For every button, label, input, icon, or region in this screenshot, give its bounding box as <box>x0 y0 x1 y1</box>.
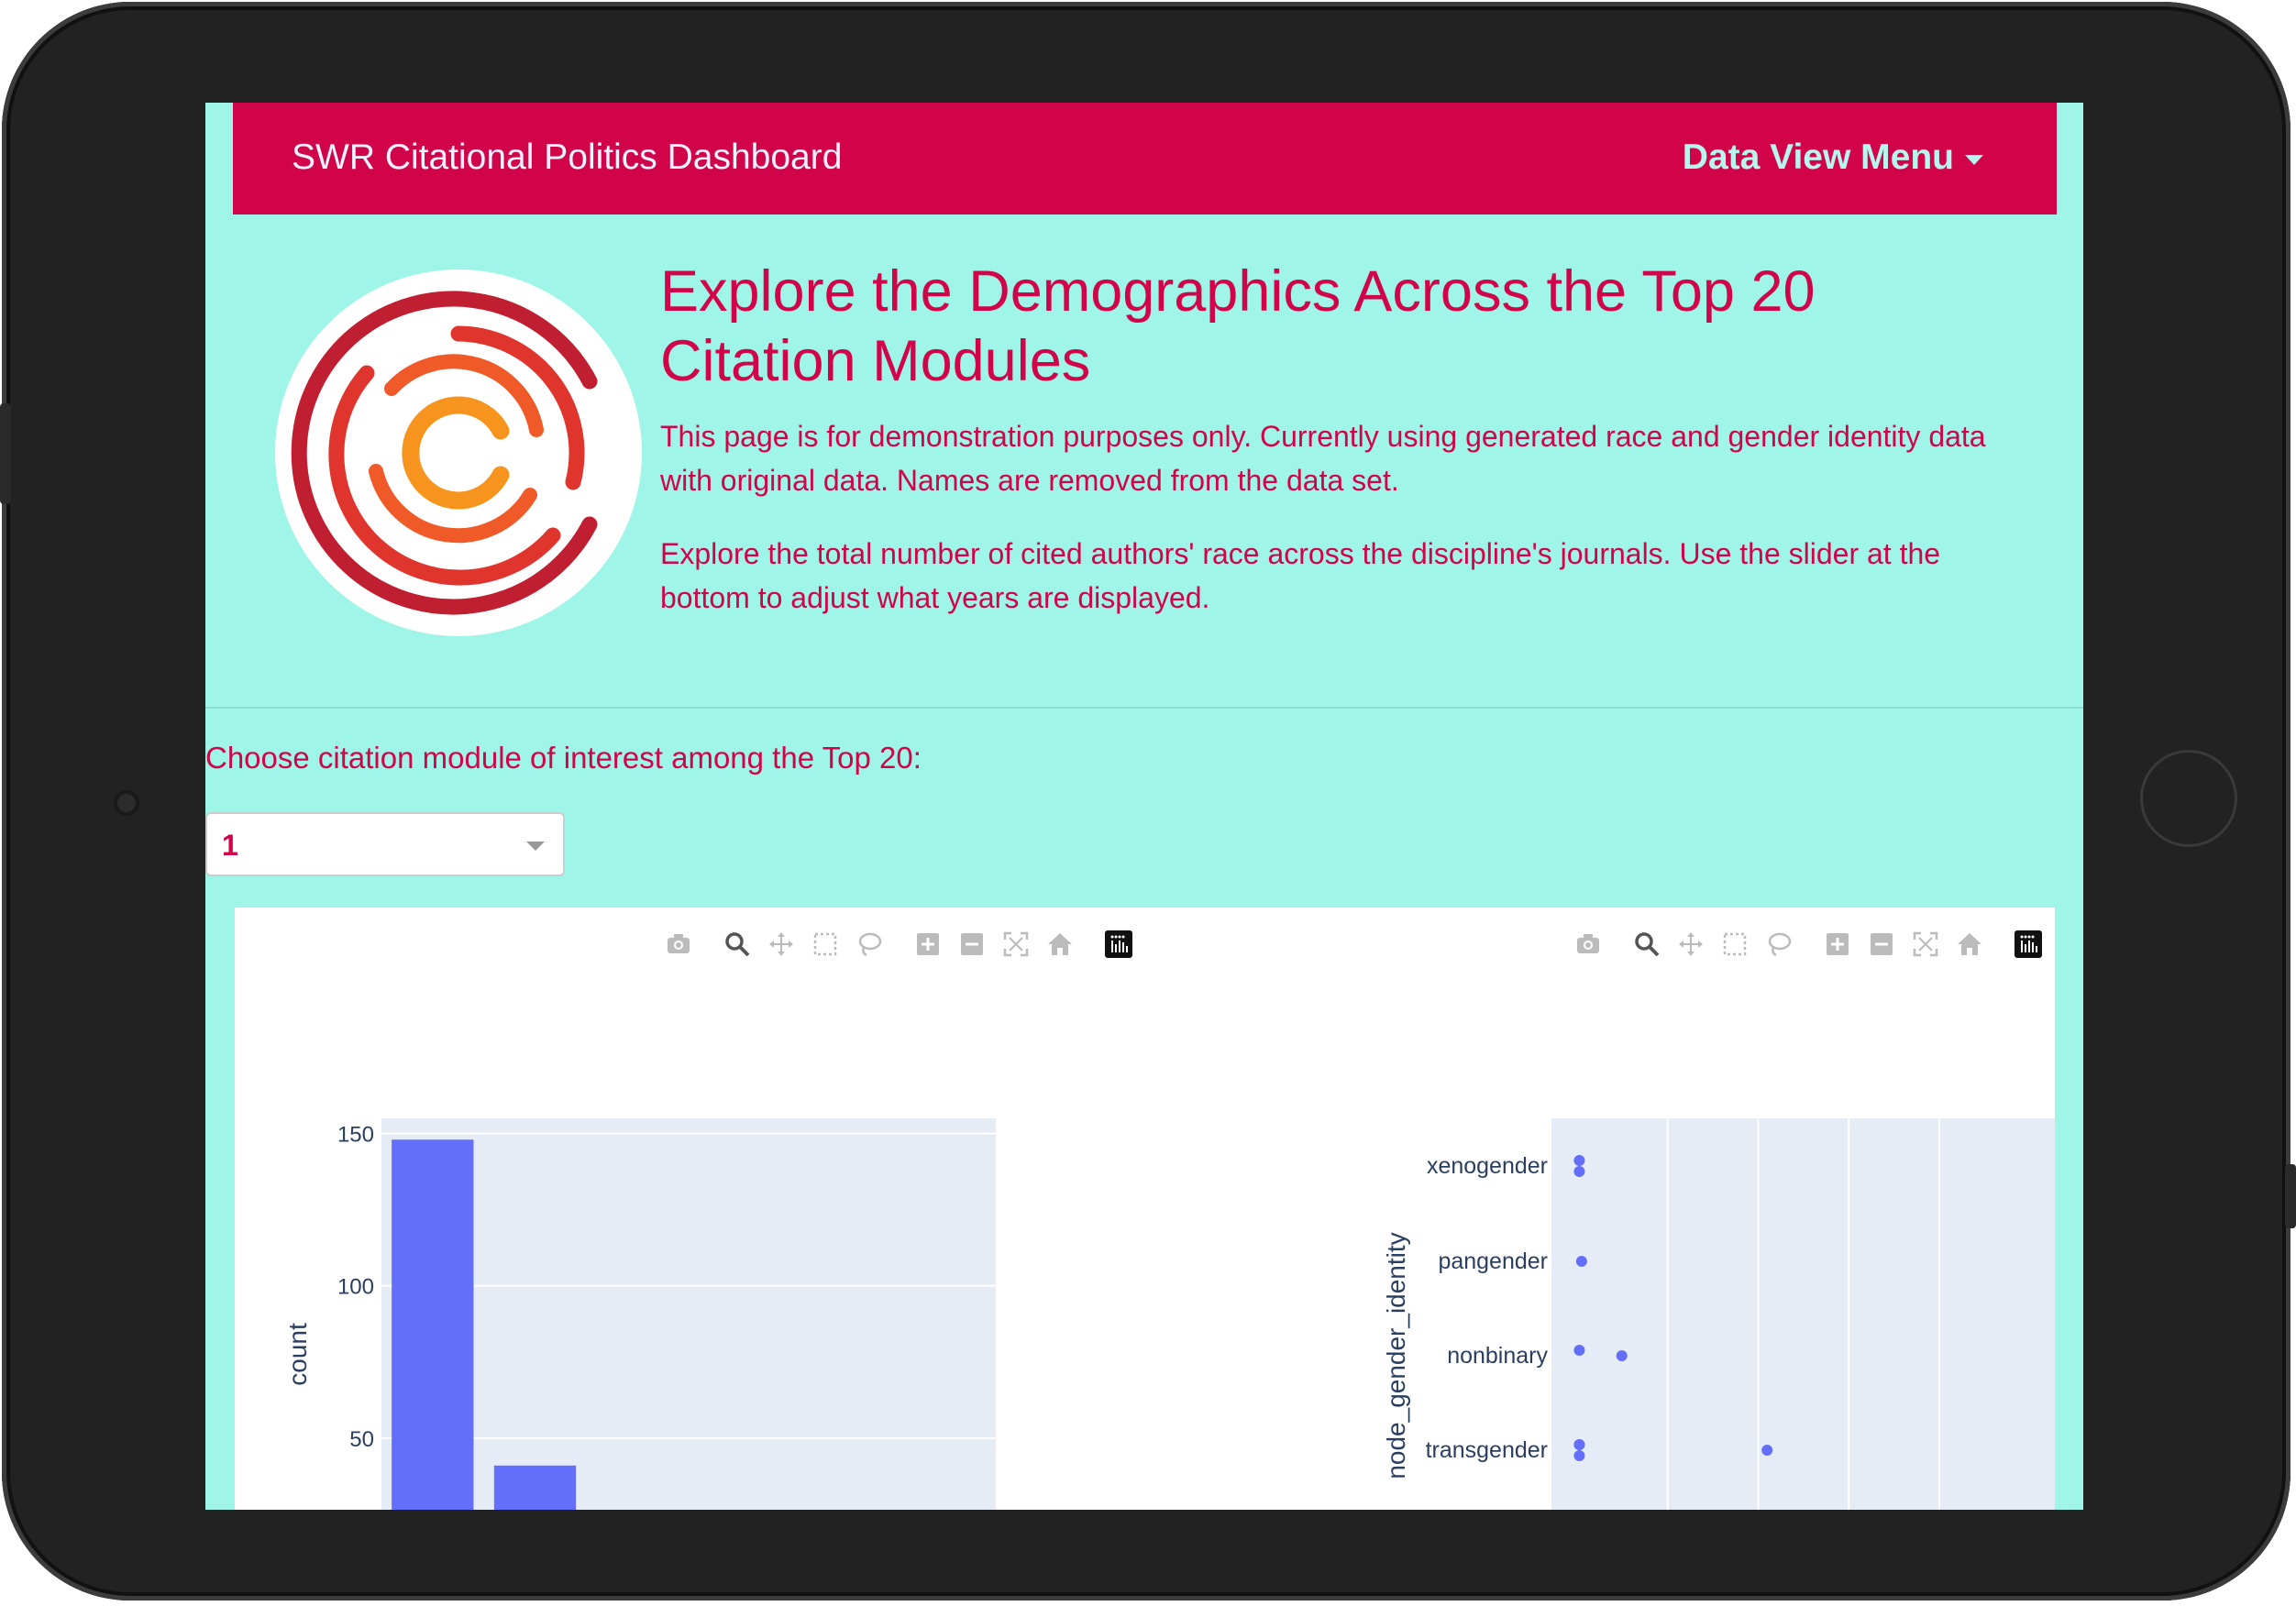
plotly-logo-icon[interactable] <box>2014 930 2043 959</box>
navbar-brand[interactable]: SWR Citational Politics Dashboard <box>292 138 843 177</box>
bar-ytick-label: 50 <box>349 1427 374 1452</box>
caret-down-icon <box>1965 154 1983 165</box>
home-button <box>2140 750 2237 847</box>
zoom-out-icon[interactable] <box>1867 930 1896 959</box>
race-bar-chart[interactable]: 050100150WhLaAsBlHaIncount <box>235 908 1133 1510</box>
module-select-label: Choose citation module of interest among… <box>205 741 922 775</box>
camera-icon <box>114 790 139 816</box>
scatter-point[interactable] <box>1573 1155 1585 1166</box>
reset-axes-icon[interactable] <box>1045 930 1075 959</box>
page-title: Explore the Demographics Across the Top … <box>660 259 1816 393</box>
divider <box>205 707 2083 709</box>
scatter-point[interactable] <box>1575 1256 1587 1267</box>
scatter-ytick-label: pangender <box>1438 1248 1548 1274</box>
reset-axes-icon[interactable] <box>1955 930 1984 959</box>
scatter-ytick-label: nonbinary <box>1447 1343 1548 1369</box>
scatter-ylabel: node_gender_identity <box>1382 1232 1410 1479</box>
bar-La[interactable] <box>493 1465 577 1510</box>
scatter-plot-background <box>1551 1118 2083 1510</box>
zoom-out-icon[interactable] <box>957 930 987 959</box>
scatter-point[interactable] <box>1573 1345 1585 1356</box>
gender-scatter-chart[interactable]: ciswomantransgendernonbinarypangenderxen… <box>1133 908 2083 1510</box>
citation-logo <box>275 270 642 636</box>
scatter-point[interactable] <box>1573 1450 1585 1461</box>
camera-icon[interactable] <box>664 930 693 959</box>
scatter-point[interactable] <box>1616 1350 1628 1361</box>
plotly-logo-icon[interactable] <box>1104 930 1133 959</box>
modebar-right <box>1573 930 2043 959</box>
bar-ytick-label: 100 <box>337 1275 374 1300</box>
module-select-dropdown[interactable]: 1 <box>205 812 565 876</box>
box-select-icon[interactable] <box>811 930 840 959</box>
module-select-value: 1 <box>222 829 238 862</box>
scatter-point[interactable] <box>1573 1439 1585 1450</box>
pan-icon[interactable] <box>767 930 796 959</box>
scatter-ytick-label: xenogender <box>1427 1153 1548 1179</box>
zoom-icon[interactable] <box>1632 930 1661 959</box>
volume-button <box>0 403 11 504</box>
data-view-menu[interactable]: Data View Menu <box>1683 138 1983 178</box>
zoom-in-icon[interactable] <box>913 930 943 959</box>
bar-Wh[interactable] <box>392 1139 474 1510</box>
lasso-select-icon[interactable] <box>1764 930 1794 959</box>
side-button <box>2285 1164 2296 1228</box>
autoscale-icon[interactable] <box>1911 930 1940 959</box>
screen: SWR Citational Politics Dashboard Data V… <box>205 103 2083 1510</box>
bar-ylabel: count <box>283 1323 312 1386</box>
chevron-down-icon[interactable] <box>526 842 545 851</box>
plot-area: 050100150WhLaAsBlHaIncount ciswomantrans… <box>235 908 2083 1510</box>
intro-paragraph: This page is for demonstration purposes … <box>660 420 1986 497</box>
scatter-point[interactable] <box>1573 1166 1585 1177</box>
modebar-left <box>664 930 1133 959</box>
zoom-icon[interactable] <box>723 930 752 959</box>
bar-ytick-label: 150 <box>337 1123 374 1148</box>
camera-icon[interactable] <box>1573 930 1603 959</box>
autoscale-icon[interactable] <box>1001 930 1031 959</box>
scatter-ytick-label: transgender <box>1426 1437 1548 1463</box>
pan-icon[interactable] <box>1676 930 1705 959</box>
zoom-in-icon[interactable] <box>1823 930 1852 959</box>
bar-plot-background <box>381 1118 996 1510</box>
instructions-paragraph: Explore the total number of cited author… <box>660 537 1941 614</box>
navbar: SWR Citational Politics Dashboard Data V… <box>233 103 2057 214</box>
box-select-icon[interactable] <box>1720 930 1750 959</box>
scatter-point[interactable] <box>1761 1445 1773 1456</box>
data-view-menu-label: Data View Menu <box>1682 138 1954 177</box>
lasso-select-icon[interactable] <box>855 930 884 959</box>
